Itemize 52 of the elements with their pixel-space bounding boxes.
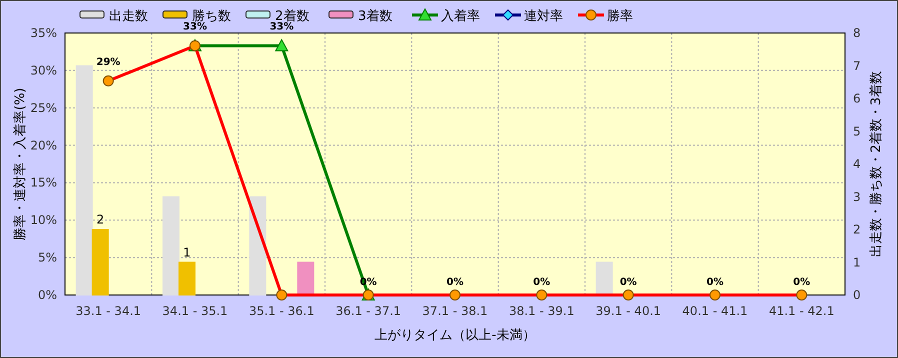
bar [249,196,266,296]
x-axis-title: 上がりタイム（以上-未満） [374,328,536,343]
y2-tick-label: 8 [853,26,861,40]
data-label: 0% [446,277,464,288]
data-label: 0% [793,277,810,288]
y2-tick-label: 7 [853,58,861,73]
legend-label: 入着率 [441,8,480,24]
x-tick-label: 36.1 - 37.1 [336,304,402,318]
y-tick-label: 15% [30,176,57,190]
y2-tick-label: 4 [853,157,861,171]
x-tick-label: 39.1 - 40.1 [596,304,662,318]
x-tick-label: 38.1 - 39.1 [508,304,574,318]
bar [297,262,314,296]
y-tick-label: 20% [30,138,57,152]
data-label: 29% [96,56,120,68]
y2-tick-label: 0 [853,288,861,302]
y-tick-label: 0% [38,288,57,302]
legend-label: 連対率 [524,8,563,24]
legend-label: 勝率 [607,8,633,24]
x-tick-label: 35.1 - 36.1 [248,304,314,318]
x-tick-label: 33.1 - 34.1 [76,304,142,318]
bar [92,229,109,296]
data-label: 0% [706,277,724,288]
y2-tick-label: 1 [853,255,861,270]
x-tick-label: 41.1 - 42.1 [768,304,834,318]
data-label: 33% [183,22,207,33]
data-label: 2 [96,212,104,226]
y-tick-label: 30% [30,63,57,78]
point [275,39,288,52]
y2-tick-label: 3 [853,190,861,204]
x-tick-label: 34.1 - 35.1 [162,304,228,318]
bar [162,196,180,296]
y2-tick-label: 5 [853,124,861,138]
legend-label: 3着数 [358,8,392,24]
legend-label: 出走数 [109,9,148,24]
bar [76,65,93,296]
data-label: 33% [270,22,294,33]
y-tick-label: 5% [38,250,57,265]
bar [178,262,196,296]
y2-tick-label: 6 [853,92,861,106]
y2-axis-title: 出走数・勝ち数・2着数・3着数 [868,71,884,257]
bar [596,262,613,296]
y-tick-label: 10% [30,213,57,228]
y2-tick-label: 2 [853,222,861,236]
data-label: 0% [533,277,550,288]
data-label: 0% [620,277,637,288]
data-label: 1 [183,245,191,260]
y-axis-title: 勝率・連対率・入着率(%) [12,88,28,240]
x-tick-label: 40.1 - 41.1 [682,304,748,318]
y-tick-label: 35% [30,26,57,40]
y-tick-label: 25% [30,100,57,115]
x-tick-label: 37.1 - 38.1 [422,304,488,318]
